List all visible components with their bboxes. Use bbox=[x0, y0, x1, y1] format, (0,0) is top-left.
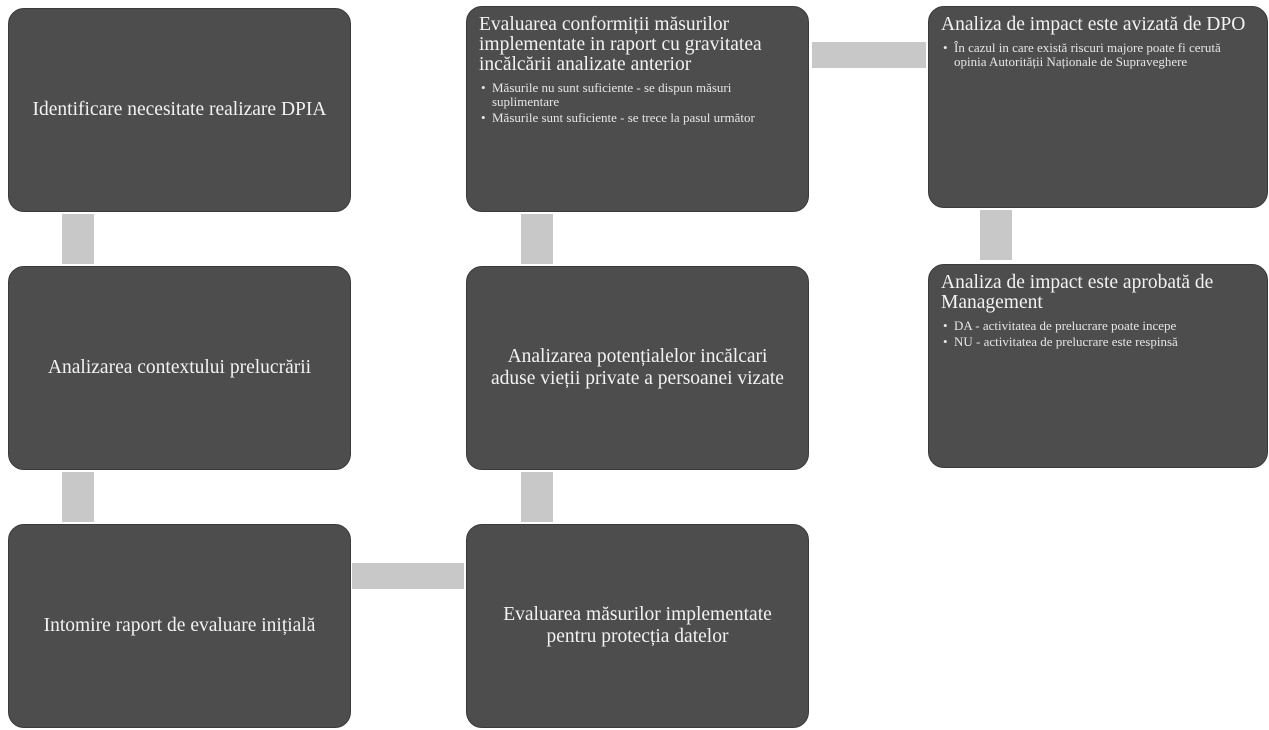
step-intomire-raport: Intomire raport de evaluare inițială bbox=[8, 524, 351, 728]
connector-raport-masuri bbox=[352, 563, 464, 589]
step-analizarea-contextului: Analizarea contextului prelucrării bbox=[8, 266, 351, 470]
bullet-item: Măsurile nu sunt suficiente - se dispun … bbox=[479, 81, 796, 109]
bullet-item: În cazul in care există riscuri majore p… bbox=[941, 41, 1255, 69]
step-evaluarea-masurilor: Evaluarea măsurilor implementate pentru … bbox=[466, 524, 809, 728]
step-title: Evaluarea conformiții măsurilor implemen… bbox=[479, 14, 762, 75]
connector-incalcari-conformitate bbox=[521, 214, 553, 264]
bullet-item: DA - activitatea de prelucrare poate inc… bbox=[941, 319, 1255, 334]
bullet-item: NU - activitatea de prelucrare este resp… bbox=[941, 335, 1255, 350]
step-avizare-dpo: Analiza de impact este avizată de DPO În… bbox=[928, 6, 1268, 208]
step-analizarea-incalcarilor: Analizarea potențialelor incălcari aduse… bbox=[466, 266, 809, 470]
bullet-list: În cazul in care există riscuri majore p… bbox=[941, 41, 1255, 69]
step-aprobare-management: Analiza de impact este aprobată de Manag… bbox=[928, 264, 1268, 468]
step-title: Analizarea potențialelor incălcari aduse… bbox=[491, 346, 784, 389]
bullet-list: DA - activitatea de prelucrare poate inc… bbox=[941, 319, 1255, 350]
connector-context-raport bbox=[62, 472, 94, 522]
step-evaluarea-conformitatii: Evaluarea conformiții măsurilor implemen… bbox=[466, 6, 809, 212]
step-title: Analiza de impact este aprobată de Manag… bbox=[941, 272, 1214, 313]
connector-masuri-incalcari bbox=[521, 472, 553, 522]
step-title: Evaluarea măsurilor implementate pentru … bbox=[503, 604, 772, 647]
step-identificare-dpia: Identificare necesitate realizare DPIA bbox=[8, 8, 351, 212]
step-title: Analizarea contextului prelucrării bbox=[47, 357, 312, 378]
step-title: Analiza de impact este avizată de DPO bbox=[941, 14, 1246, 35]
bullet-list: Măsurile nu sunt suficiente - se dispun … bbox=[479, 81, 796, 126]
bullet-item: Măsurile sunt suficiente - se trece la p… bbox=[479, 111, 796, 126]
connector-conformitate-dpo bbox=[812, 42, 926, 68]
connector-dpo-management bbox=[980, 210, 1012, 260]
connector-identificare-context bbox=[62, 214, 94, 264]
step-title: Identificare necesitate realizare DPIA bbox=[32, 99, 327, 120]
step-title: Intomire raport de evaluare inițială bbox=[43, 615, 316, 636]
